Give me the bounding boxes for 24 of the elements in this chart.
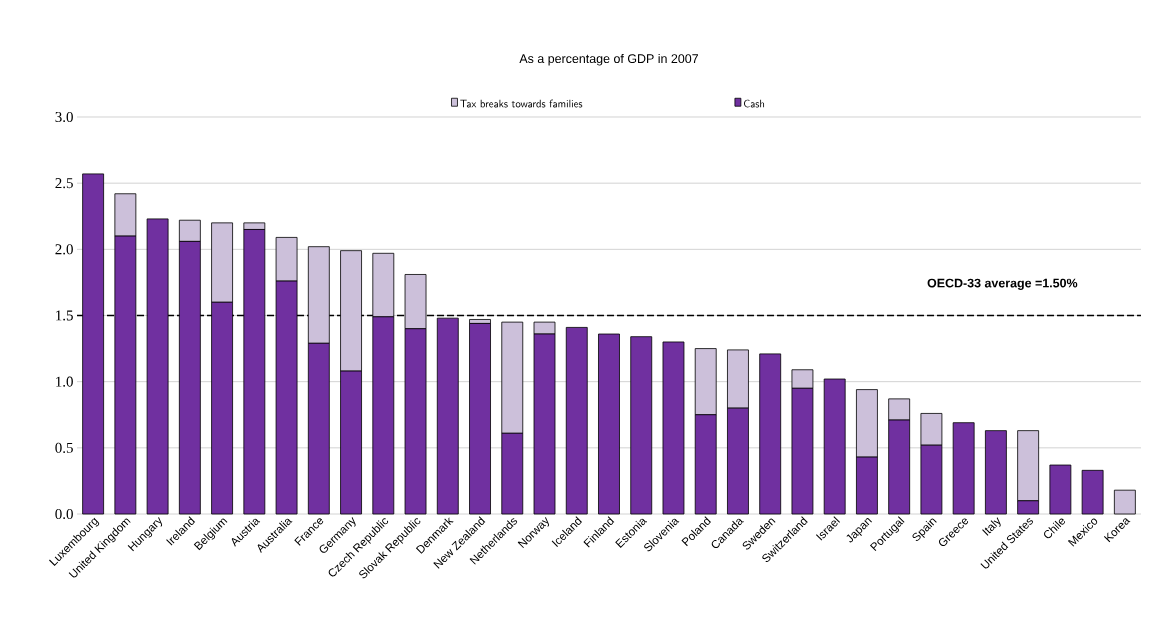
y-tick-label: 2.0 xyxy=(55,244,73,255)
bar xyxy=(759,353,782,515)
y-tick-label: 2.5 xyxy=(55,178,73,189)
y-tick-label: 3.0 xyxy=(55,111,73,123)
y-tick-label: 0.5 xyxy=(55,442,73,453)
bar xyxy=(662,341,685,515)
bar xyxy=(469,323,491,515)
bar xyxy=(984,430,1007,515)
y-tick-label: 1.0 xyxy=(56,376,73,387)
bar xyxy=(823,378,846,515)
bar xyxy=(565,327,588,515)
y-tick-label: 1.5 xyxy=(56,310,73,321)
bar xyxy=(1081,469,1104,515)
bar xyxy=(952,422,975,515)
bar xyxy=(598,333,620,515)
y-tick-label: 0.0 xyxy=(55,508,73,520)
bar xyxy=(1049,464,1072,515)
x-tick-label: Italy xyxy=(982,517,1001,536)
chart-title: As a percentage of GDP in 2007 xyxy=(519,53,698,66)
bar xyxy=(630,336,653,515)
legend-label: Cash xyxy=(744,99,765,108)
bar xyxy=(1113,489,1136,515)
ref-line-label: OECD-33 average =1.50% xyxy=(927,278,1078,290)
legend-label: Tax breaks towards families xyxy=(460,99,583,108)
